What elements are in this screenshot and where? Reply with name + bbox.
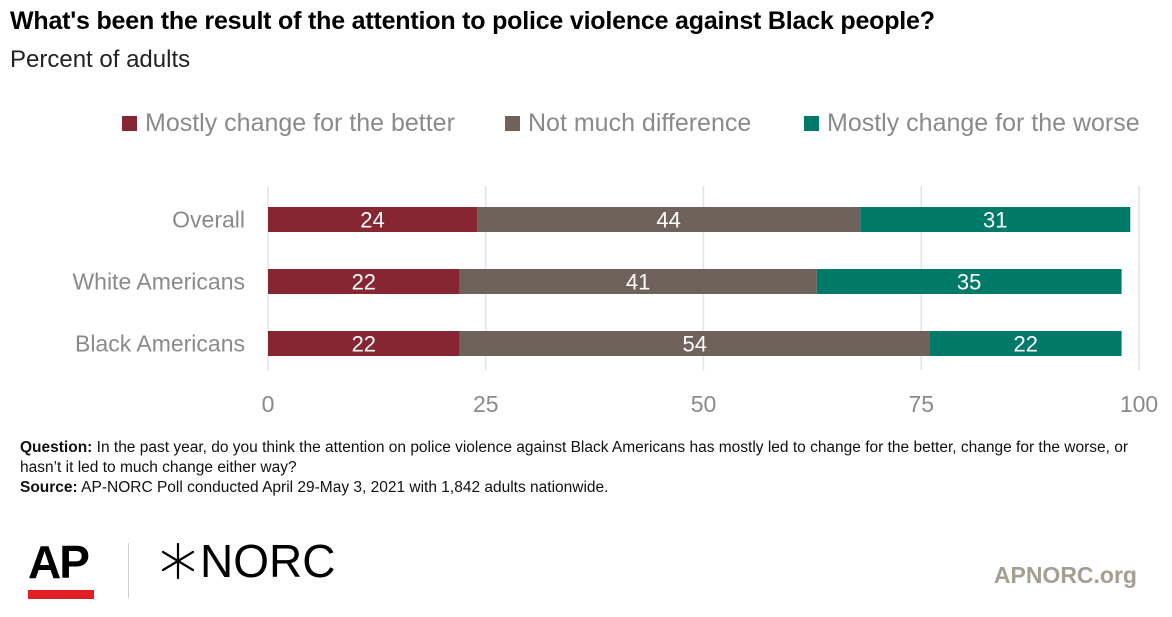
bar-white-americans-mostly-change-for-the-better xyxy=(268,269,460,294)
site-url: APNORC.org xyxy=(993,562,1137,588)
bar-black-americans-mostly-change-for-the-worse xyxy=(929,331,1122,356)
category-label-overall: Overall xyxy=(172,207,245,233)
source-label: Source: xyxy=(20,479,78,496)
chart-notes: Question: In the past year, do you think… xyxy=(20,438,1160,498)
legend-item-no-difference: Not much difference xyxy=(505,109,751,138)
norc-logo-text: NORC xyxy=(200,535,336,587)
legend-label-no-difference: Not much difference xyxy=(528,109,752,137)
legend-item-better: Mostly change for the better xyxy=(122,109,455,138)
data-label-overall-mostly-change-for-the-worse: 31 xyxy=(983,208,1007,233)
norc-logo: NORC xyxy=(158,538,335,584)
norc-star-icon xyxy=(161,542,195,580)
logo-divider xyxy=(128,543,129,598)
x-tick-label-50: 50 xyxy=(691,391,717,417)
data-label-black-americans-mostly-change-for-the-better: 22 xyxy=(352,332,376,357)
legend-swatch-better xyxy=(122,116,137,131)
legend-swatch-worse xyxy=(804,116,819,131)
chart-legend: Mostly change for the better Not much di… xyxy=(122,109,1162,141)
data-label-overall-not-much-difference: 44 xyxy=(656,208,680,233)
stacked-bar-chart: 24 44 31 22 41 35 22 54 22 Overall White American… xyxy=(72,186,1159,417)
x-tick-label-25: 25 xyxy=(473,391,499,417)
bar-overall-not-much-difference xyxy=(477,207,861,232)
bar-overall-mostly-change-for-the-worse xyxy=(860,207,1131,232)
chart-subtitle: Percent of adults xyxy=(10,46,191,73)
chart-bars: 24 44 31 22 41 35 22 54 22 xyxy=(268,207,1131,357)
chart-category-labels: Overall White Americans Black Americans xyxy=(72,207,245,357)
data-label-white-americans-not-much-difference: 41 xyxy=(626,270,650,295)
question-note: Question: In the past year, do you think… xyxy=(20,438,1160,478)
source-note: Source: AP-NORC Poll conducted April 29-… xyxy=(20,478,1160,498)
chart-title: What's been the result of the attention … xyxy=(10,7,935,35)
data-label-overall-mostly-change-for-the-better: 24 xyxy=(360,208,384,233)
ap-logo: AP xyxy=(28,536,96,599)
x-tick-label-75: 75 xyxy=(908,391,934,417)
bar-white-americans-mostly-change-for-the-worse xyxy=(816,269,1122,294)
category-label-black-americans: Black Americans xyxy=(75,331,245,357)
question-text: In the past year, do you think the atten… xyxy=(20,439,1129,476)
legend-item-worse: Mostly change for the worse xyxy=(804,109,1140,138)
x-tick-label-0: 0 xyxy=(262,391,275,417)
bar-white-americans-not-much-difference xyxy=(459,269,817,294)
legend-label-better: Mostly change for the better xyxy=(145,109,455,137)
category-label-white-americans: White Americans xyxy=(72,269,245,295)
question-label: Question: xyxy=(20,439,93,456)
bar-black-americans-not-much-difference xyxy=(459,331,930,356)
source-text: AP-NORC Poll conducted April 29-May 3, 2… xyxy=(77,479,609,496)
bar-overall-mostly-change-for-the-better xyxy=(268,207,478,232)
x-tick-label-100: 100 xyxy=(1120,391,1158,417)
data-label-white-americans-mostly-change-for-the-worse: 35 xyxy=(957,270,981,295)
legend-label-worse: Mostly change for the worse xyxy=(827,109,1140,137)
legend-swatch-no-difference xyxy=(505,116,520,131)
ap-logo-bar xyxy=(28,590,94,599)
data-label-white-americans-mostly-change-for-the-better: 22 xyxy=(352,270,376,295)
ap-logo-text: AP xyxy=(28,536,90,588)
chart-x-axis-ticks: 0 25 50 75 100 xyxy=(262,391,1159,417)
data-label-black-americans-not-much-difference: 54 xyxy=(683,332,707,357)
data-label-black-americans-mostly-change-for-the-worse: 22 xyxy=(1014,332,1038,357)
bar-black-americans-mostly-change-for-the-better xyxy=(268,331,460,356)
